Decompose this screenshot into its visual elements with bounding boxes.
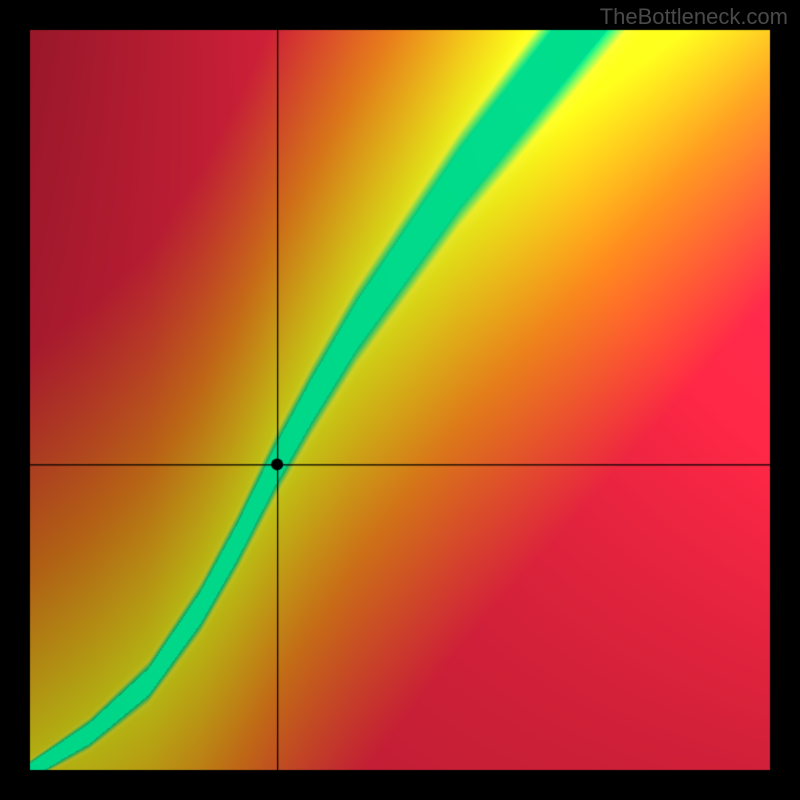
attribution-label: TheBottleneck.com	[600, 4, 788, 30]
bottleneck-heatmap	[0, 0, 800, 800]
chart-container: TheBottleneck.com	[0, 0, 800, 800]
